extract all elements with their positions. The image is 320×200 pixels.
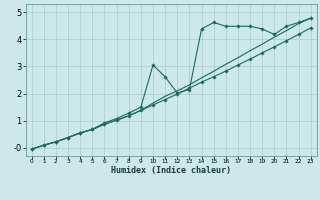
- X-axis label: Humidex (Indice chaleur): Humidex (Indice chaleur): [111, 166, 231, 175]
